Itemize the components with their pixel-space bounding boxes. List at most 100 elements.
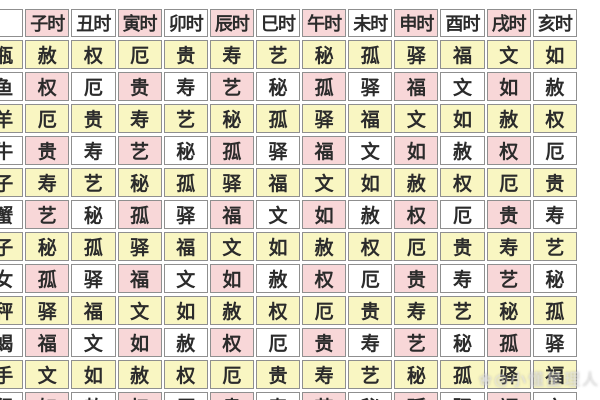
table-cell: 寿: [486, 232, 531, 261]
table-cell: 孤: [117, 200, 162, 229]
table-cell: 孤: [163, 168, 208, 197]
table-cell: 孤: [209, 136, 254, 165]
table-cell: 文: [71, 328, 116, 357]
table-cell: 权: [209, 328, 254, 357]
row-label: 蟹: [0, 200, 24, 229]
table-cell: 孤: [394, 392, 439, 400]
table-cell: 贵: [255, 360, 301, 389]
table-cell: 艺: [532, 232, 577, 261]
table-cell: 贵: [348, 296, 393, 325]
table-cell: 贵: [117, 72, 162, 101]
table-cell: 赦: [532, 72, 577, 101]
table-cell: 如: [348, 168, 393, 197]
table-cell: 如: [486, 72, 531, 101]
table-cell: 贵: [440, 232, 485, 261]
table-cell: 艺: [25, 200, 70, 229]
table-cell: 福: [117, 264, 162, 293]
row-label: 手: [0, 360, 24, 389]
table-cell: 寿: [440, 264, 485, 293]
table-cell: 贵: [532, 168, 577, 197]
table-cell: 厄: [163, 392, 208, 400]
table-cell: 驿: [394, 40, 439, 69]
table-cell: 厄: [348, 264, 393, 293]
table-cell: 文: [532, 392, 577, 400]
column-header-寅时: 寅时: [117, 9, 162, 37]
table-cell: 寿: [71, 136, 116, 165]
table-cell: 如: [532, 40, 577, 69]
table-cell: 如: [394, 136, 439, 165]
table-cell: 福: [71, 296, 116, 325]
table-cell: 文: [486, 40, 531, 69]
table-cell: 孤: [348, 40, 393, 69]
table-cell: 贵: [209, 392, 254, 400]
table-cell: 寿: [25, 168, 70, 197]
table-cell: 秘: [117, 168, 162, 197]
table-cell: 福: [532, 360, 577, 389]
table-cell: 艺: [486, 264, 531, 293]
table-cell: 权: [163, 360, 208, 389]
table-cell: 寿: [117, 104, 162, 133]
table-cell: 寿: [163, 72, 208, 101]
table-cell: 赦: [117, 360, 162, 389]
row-label: 蝎: [0, 328, 24, 357]
row-label: 子: [0, 232, 24, 261]
table-cell: 贵: [302, 328, 347, 357]
table-cell: 权: [25, 72, 70, 101]
column-header-午时: 午时: [302, 9, 347, 37]
table-cell: 如: [255, 232, 301, 261]
table-cell: 厄: [302, 296, 347, 325]
table-cell: 驿: [163, 200, 208, 229]
table-cell: 赦: [302, 232, 347, 261]
column-header-丑时: 丑时: [71, 9, 116, 37]
table-cell: 福: [394, 72, 439, 101]
table-cell: 秘: [440, 328, 485, 357]
table-cell: 权: [532, 104, 577, 133]
table-cell: 寿: [302, 360, 347, 389]
table-cell: 艺: [117, 136, 162, 165]
table-cell: 艺: [302, 392, 347, 400]
table-cell: 权: [394, 200, 439, 229]
table-cell: 贵: [71, 104, 116, 133]
table-cell: 赦: [348, 200, 393, 229]
table-cell: 文: [348, 136, 393, 165]
table-cell: 文: [255, 200, 301, 229]
table-cell: 文: [25, 360, 70, 389]
table-cell: 艺: [163, 104, 208, 133]
table-cell: 艺: [255, 40, 301, 69]
table-cell: 福: [440, 40, 485, 69]
table-cell: 孤: [25, 264, 70, 293]
table-cell: 孤: [440, 360, 485, 389]
table-cell: 如: [209, 264, 254, 293]
table-cell: 孤: [255, 104, 301, 133]
table-cell: 厄: [71, 72, 116, 101]
table-cell: 赦: [255, 264, 301, 293]
column-header-未时: 未时: [348, 9, 393, 37]
table-row: 手文如赦权厄贵寿艺秘孤驿福: [0, 360, 577, 389]
column-header-辰时: 辰时: [209, 9, 254, 37]
table-cell: 艺: [440, 296, 485, 325]
table-cell: 如: [71, 360, 116, 389]
table-cell: 秘: [209, 104, 254, 133]
table-cell: 赦: [440, 136, 485, 165]
table-cell: 权: [440, 168, 485, 197]
table-cell: 贵: [25, 136, 70, 165]
table-cell: 权: [302, 264, 347, 293]
table-cell: 赦: [394, 168, 439, 197]
table-cell: 福: [209, 200, 254, 229]
table-cell: 秘: [71, 200, 116, 229]
table-cell: 厄: [209, 360, 254, 389]
table-cell: 如: [117, 328, 162, 357]
table-cell: 驿: [348, 72, 393, 101]
table-cell: 驿: [532, 328, 577, 357]
zodiac-hour-table: 子时 丑时 寅时 卯时 辰时 巳时 午时 未时 申时 酉时 戌时 亥时 瓶赦权厄贵寿艺秘孤驿福文如鱼权…: [0, 6, 579, 400]
column-header-巳时: 巳时: [255, 9, 301, 37]
row-label: 鱼: [0, 72, 24, 101]
table-cell: 驿: [486, 360, 531, 389]
table-cell: 贵: [486, 200, 531, 229]
corner-cell: [0, 9, 24, 37]
table-cell: 权: [348, 232, 393, 261]
table-cell: 秘: [486, 296, 531, 325]
table-cell: 如: [25, 392, 70, 400]
table-cell: 厄: [440, 200, 485, 229]
